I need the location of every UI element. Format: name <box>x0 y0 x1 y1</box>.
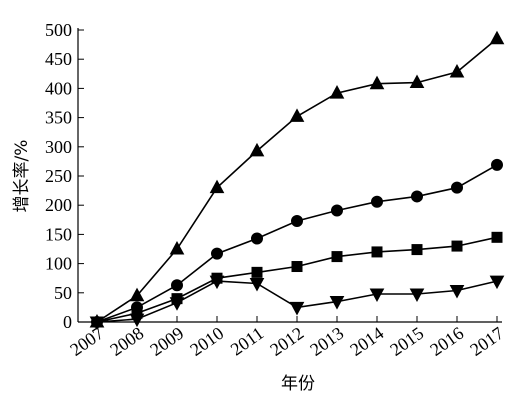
data-point-triangle-up <box>409 74 425 89</box>
data-point-circle <box>291 214 303 227</box>
data-point-square <box>411 244 423 256</box>
data-point-triangle-up <box>369 75 385 90</box>
x-axis-title: 年份 <box>281 374 315 394</box>
data-point-triangle-up <box>209 179 225 194</box>
data-point-circle <box>411 190 423 203</box>
y-tick-label: 400 <box>45 78 72 98</box>
y-tick-label: 200 <box>45 195 72 215</box>
data-point-circle <box>171 279 183 292</box>
series-triangle-down <box>89 275 505 331</box>
data-point-triangle-up <box>329 85 345 99</box>
data-point-circle <box>331 204 343 217</box>
series-triangle-up <box>89 30 505 328</box>
x-tick-label: 2017 <box>466 323 507 360</box>
data-point-triangle-down <box>209 275 225 290</box>
data-point-triangle-up <box>169 240 185 255</box>
y-tick-label: 0 <box>63 312 72 332</box>
data-point-triangle-up <box>249 142 265 157</box>
y-tick-label: 350 <box>45 108 72 128</box>
data-point-square <box>251 266 263 278</box>
y-axis-title: 增长率/% <box>12 140 32 213</box>
data-point-square <box>371 246 383 258</box>
x-tick-label: 2008 <box>106 323 147 360</box>
data-point-square <box>491 231 503 243</box>
data-point-triangle-down <box>249 277 265 292</box>
data-point-circle <box>491 158 503 171</box>
plot-series <box>89 30 505 331</box>
x-axis: 2007 2008 2009 2010 2011 2012 2013 2014 2015 2016… <box>66 316 507 360</box>
data-point-triangle-down <box>89 316 105 331</box>
data-point-triangle-down <box>449 284 465 299</box>
x-tick-label: 2016 <box>426 323 467 360</box>
data-point-triangle-down <box>369 288 385 303</box>
x-tick-label: 2009 <box>146 323 187 360</box>
data-point-circle <box>371 195 383 208</box>
series-line-triangle-up <box>96 38 498 323</box>
series-line-circle <box>96 164 498 323</box>
data-point-triangle-down <box>489 275 505 290</box>
y-tick-label: 500 <box>45 20 72 40</box>
data-point-square <box>291 261 303 273</box>
data-point-triangle-down <box>289 301 305 316</box>
y-tick-label: 300 <box>45 137 72 157</box>
data-point-triangle-down <box>129 313 145 328</box>
data-point-triangle-up <box>129 287 145 302</box>
data-point-square <box>451 240 463 252</box>
x-tick-label: 2011 <box>227 323 267 360</box>
x-tick-label: 2010 <box>186 323 227 360</box>
y-tick-label: 450 <box>45 49 72 69</box>
y-tick-label: 100 <box>45 254 72 274</box>
x-tick-label: 2012 <box>266 323 307 360</box>
data-point-triangle-down <box>329 296 345 310</box>
x-tick-label: 2007 <box>66 323 107 360</box>
data-point-triangle-down <box>169 297 185 311</box>
data-point-triangle-up <box>449 63 465 78</box>
x-tick-label: 2013 <box>306 323 347 360</box>
data-point-circle <box>211 247 223 260</box>
y-tick-label: 50 <box>54 283 72 303</box>
y-axis: 0 50 100 150 200 250 300 350 400 450 500 <box>45 20 84 332</box>
data-point-circle <box>451 181 463 194</box>
x-tick-label: 2014 <box>346 323 387 360</box>
y-tick-label: 250 <box>45 166 72 186</box>
data-point-circle <box>251 232 263 245</box>
y-tick-label: 150 <box>45 224 72 244</box>
x-tick-label: 2015 <box>386 323 427 360</box>
series-line-triangle-down <box>96 280 498 323</box>
data-point-square <box>331 251 343 263</box>
data-point-triangle-up <box>489 30 505 45</box>
data-point-triangle-down <box>409 288 425 303</box>
data-point-triangle-up <box>289 108 305 122</box>
